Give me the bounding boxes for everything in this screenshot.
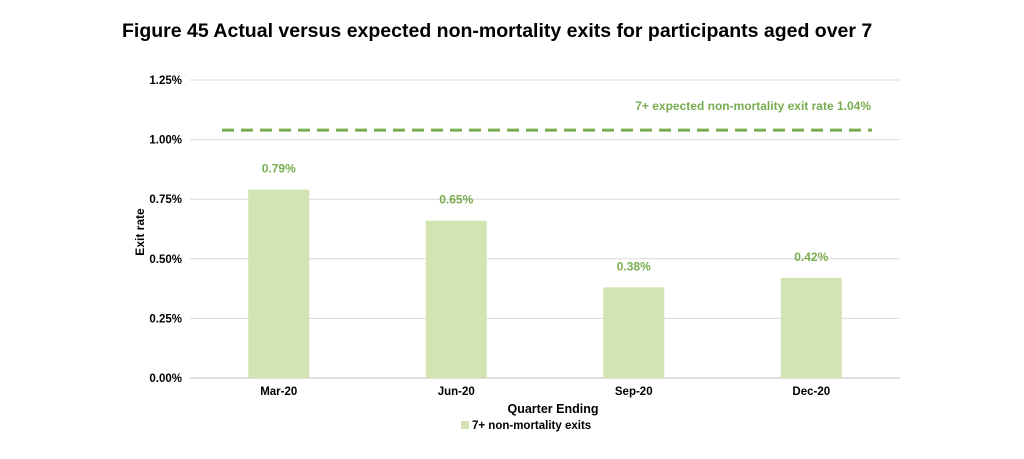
y-axis-label: Exit rate — [133, 208, 147, 256]
bar — [425, 220, 487, 378]
y-tick-label: 0.00% — [149, 373, 182, 385]
x-tick-label: Jun-20 — [438, 386, 475, 398]
bars — [248, 189, 842, 378]
x-tick-label: Sep-20 — [615, 386, 653, 398]
x-tick-labels: Mar-20 Jun-20 Sep-20 Dec-20 — [260, 386, 830, 398]
bar — [603, 287, 665, 378]
y-tick-label: 1.00% — [149, 135, 182, 147]
data-label: 0.79% — [262, 162, 296, 176]
bar — [248, 189, 310, 378]
data-label: 0.38% — [617, 259, 651, 273]
x-tick-label: Dec-20 — [792, 386, 830, 398]
y-tick-label: 0.75% — [149, 194, 182, 206]
y-tick-label: 0.50% — [149, 254, 182, 266]
x-axis-label: Quarter Ending — [508, 402, 599, 416]
legend-swatch — [461, 421, 469, 429]
y-tick-label: 0.25% — [149, 313, 182, 325]
data-labels: 0.79% 0.65% 0.38% 0.42% — [262, 162, 829, 274]
legend-label: 7+ non-mortality exits — [472, 420, 591, 432]
y-tick-labels: 0.00% 0.25% 0.50% 0.75% 1.00% 1.25% — [149, 75, 182, 385]
reference-line-group: 7+ expected non-mortality exit rate 1.04… — [222, 99, 872, 132]
reference-line-label: 7+ expected non-mortality exit rate 1.04… — [635, 99, 871, 113]
y-tick-label: 1.25% — [149, 75, 182, 87]
legend: 7+ non-mortality exits — [461, 420, 591, 432]
x-tick-label: Mar-20 — [260, 386, 297, 398]
chart-title: Figure 45 Actual versus expected non-mor… — [122, 20, 873, 42]
bar — [780, 277, 842, 378]
data-label: 0.42% — [794, 250, 828, 264]
data-label: 0.65% — [439, 193, 473, 207]
